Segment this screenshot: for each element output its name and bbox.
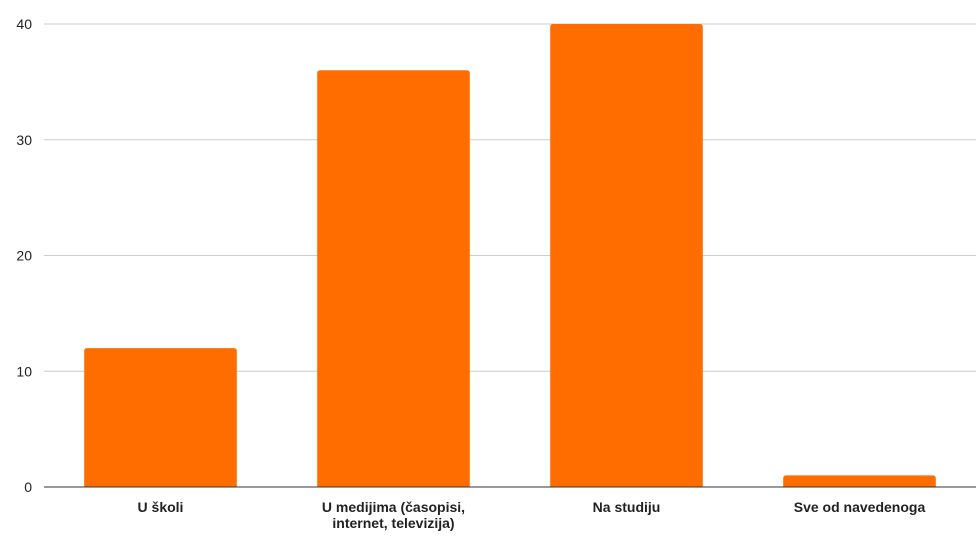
gridlines [44,23,976,372]
y-tick-label: 40 [16,16,32,32]
bar [783,475,936,487]
bar [550,24,703,487]
x-tick-label: U medijima (časopisi, [322,499,465,515]
x-tick-label: U školi [138,499,184,515]
y-tick-label: 10 [16,363,32,379]
y-axis-ticks: 0 10 20 30 40 [16,16,32,495]
x-axis-labels: U školi U medijima (časopisi,internet, te… [138,499,926,531]
y-tick-label: 20 [16,248,32,264]
x-tick-label: internet, televizija) [332,515,454,531]
bar [317,70,470,488]
x-tick-label: Sve od navedenoga [794,499,926,515]
bars [84,24,936,488]
y-tick-label: 0 [24,479,32,495]
x-tick-label: Na studiju [593,499,661,515]
y-tick-label: 30 [16,132,32,148]
bar [84,348,237,487]
